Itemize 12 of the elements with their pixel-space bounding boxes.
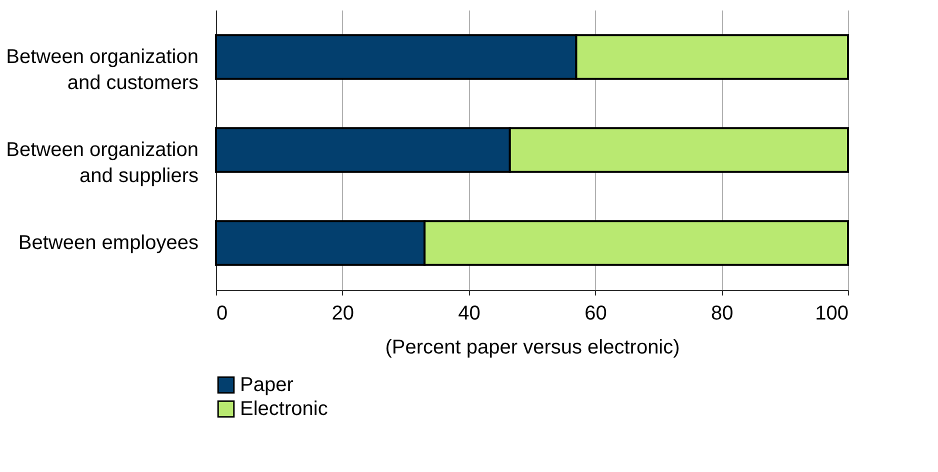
x-tick-label: 60 [584,302,607,324]
legend-label: Paper [240,374,294,396]
x-tick-label: 40 [458,302,480,324]
x-tick-label: 80 [710,302,734,324]
y-tick-label: Between organization and suppliers [6,139,198,187]
y-tick-label: Between employees [18,232,198,254]
x-axis-title: (Percent paper versus electronic) [385,336,680,358]
x-tick-label: 100 [815,302,848,324]
y-tick-label: Between organization and customers [6,46,198,94]
legend-label: Electronic [240,398,328,420]
x-tick-label: 20 [332,302,354,324]
x-tick-label: 0 [216,302,228,324]
